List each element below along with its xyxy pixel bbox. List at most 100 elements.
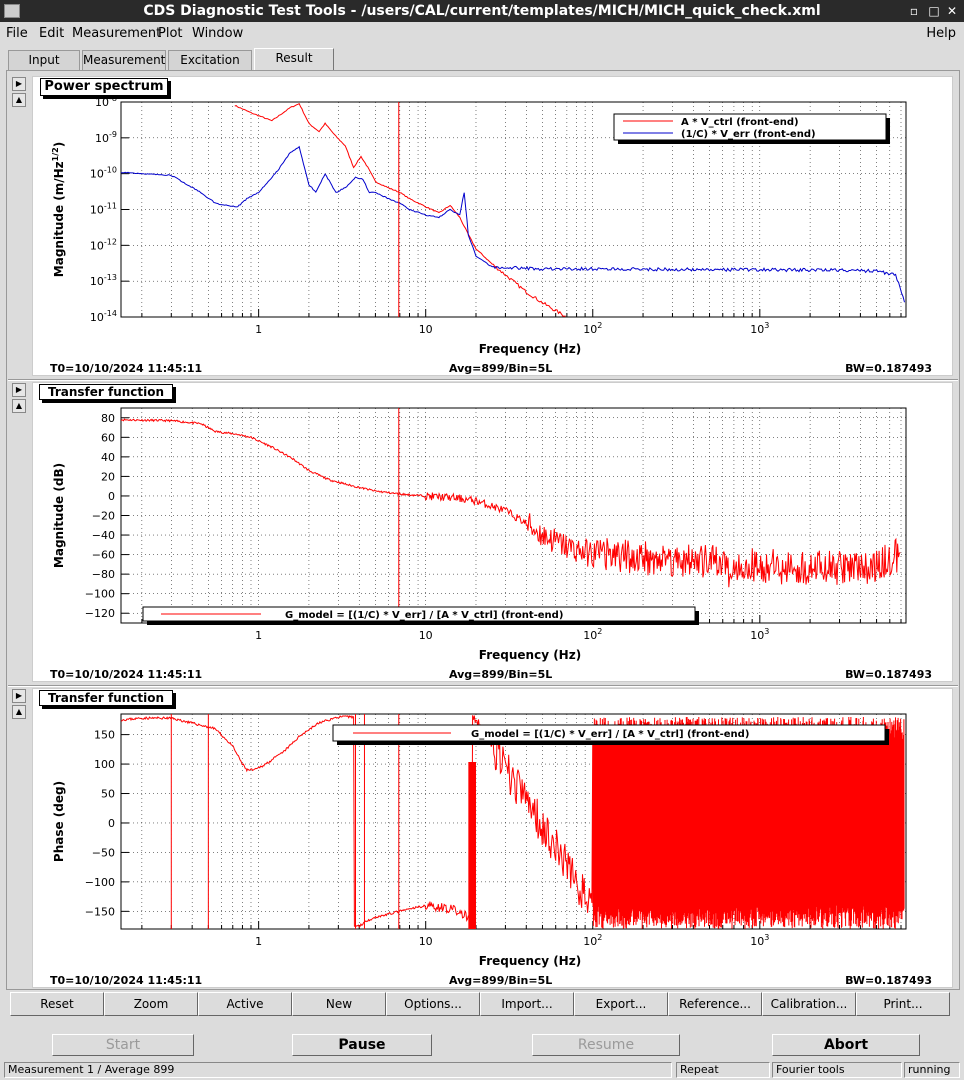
panel-separator [8, 379, 958, 381]
footer-t0: T0=10/10/2024 11:45:11 [50, 668, 203, 681]
series-line-gmodel-phase [121, 715, 905, 929]
menu-help[interactable]: Help [926, 26, 956, 41]
tab-measurement[interactable]: Measurement [82, 50, 166, 70]
panel1-up-icon[interactable]: ▲ [12, 93, 26, 107]
series-line-c-verr [121, 145, 905, 303]
print-button[interactable]: Print... [856, 992, 950, 1016]
panel2-up-icon[interactable]: ▲ [12, 399, 26, 413]
x-tick-label: 10 [419, 935, 433, 948]
panel-title: Power spectrum [40, 78, 168, 96]
x-tick-label: 1 [255, 935, 262, 948]
x-tick-label: 103 [750, 933, 769, 948]
power-spectrum-plot[interactable]: 1 10 102 103 Frequency (Hz) 10-8 10-9 10-10 10-1… [33, 77, 954, 377]
tab-excitation[interactable]: Excitation [168, 50, 252, 70]
y-tick-label: 0 [108, 817, 115, 830]
x-tick-label: 103 [750, 321, 769, 336]
start-button[interactable]: Start [52, 1034, 194, 1056]
window-menu-icon[interactable] [4, 4, 20, 18]
panel-title: Transfer function [39, 690, 173, 706]
transfer-magnitude-plot[interactable]: 1 10 102 103 Frequency (Hz) 80 60 40 20 0 −20 −40 −6… [33, 383, 954, 683]
tab-bar: Input Measurement Excitation Result [0, 48, 964, 70]
x-tick-exponent: 2 [597, 627, 602, 636]
panel2-expand-icon[interactable]: ▶ [12, 383, 26, 397]
y-tick-label: −80 [92, 568, 115, 581]
minimize-icon[interactable]: ▫ [909, 4, 919, 18]
y-tick-label: −20 [92, 510, 115, 523]
y-tick-label: −120 [85, 607, 115, 620]
legend: G_model = [(1/C) * V_err] / [A * V_ctrl]… [142, 606, 699, 625]
zoom-button[interactable]: Zoom [104, 992, 198, 1016]
footer-bw: BW=0.187493 [845, 362, 932, 375]
panel3-expand-icon[interactable]: ▶ [12, 689, 26, 703]
menu-measurement[interactable]: Measurement [72, 26, 162, 41]
panel-title: Transfer function [39, 384, 173, 400]
y-tick-exponent: -10 [104, 166, 117, 175]
x-tick-label: 102 [583, 933, 602, 948]
phase-wrap-band [468, 762, 476, 929]
x-tick-exponent: 3 [764, 627, 769, 636]
resume-button[interactable]: Resume [532, 1034, 680, 1056]
legend-box [613, 113, 887, 141]
y-axis-label: Magnitude (dB) [52, 463, 66, 568]
legend-label: (1/C) * V_err (front-end) [681, 129, 816, 140]
menu-file[interactable]: File [6, 26, 28, 41]
y-tick-exponent: -14 [104, 309, 117, 318]
tab-input[interactable]: Input [8, 50, 80, 70]
y-tick-label: 60 [101, 431, 115, 444]
new-button[interactable]: New [292, 992, 386, 1016]
legend-box [142, 606, 696, 622]
import-button[interactable]: Import... [480, 992, 574, 1016]
y-tick-label: 40 [101, 451, 115, 464]
panel-transfer-phase[interactable]: 1 10 102 103 Frequency (Hz) 150 100 50 0 −50 −100 −… [32, 688, 953, 988]
y-tick-exponent: -12 [104, 237, 117, 246]
x-axis-label: Frequency (Hz) [479, 648, 581, 662]
menu-plot[interactable]: Plot [158, 26, 183, 41]
window-title: CDS Diagnostic Test Tools - /users/CAL/c… [143, 3, 821, 19]
x-tick-exponent: 3 [764, 321, 769, 330]
y-tick-label: −150 [85, 905, 115, 918]
y-tick-label: 80 [101, 412, 115, 425]
y-tick-exponent: -9 [109, 130, 117, 139]
x-tick-exponent: 3 [764, 933, 769, 942]
x-tick-label: 102 [583, 627, 602, 642]
x-tick-exponent: 2 [597, 321, 602, 330]
menu-bar: File Edit Measurement Plot Window Help [0, 22, 964, 44]
reference-button[interactable]: Reference... [668, 992, 762, 1016]
active-button[interactable]: Active [198, 992, 292, 1016]
options-button[interactable]: Options... [386, 992, 480, 1016]
panel-transfer-magnitude[interactable]: 1 10 102 103 Frequency (Hz) 80 60 40 20 0 −20 −40 −6… [32, 382, 953, 682]
y-tick-label: 20 [101, 470, 115, 483]
tab-result[interactable]: Result [254, 48, 334, 70]
close-icon[interactable]: ✕ [946, 4, 958, 18]
y-tick-label: −60 [92, 549, 115, 562]
x-tick-label: 10 [419, 629, 433, 642]
footer-bw: BW=0.187493 [845, 974, 932, 987]
maximize-icon[interactable]: □ [928, 4, 940, 18]
series-line-a-vctrl [234, 103, 566, 317]
y-axis-label: Phase (deg) [52, 781, 66, 862]
legend: G_model = [(1/C) * V_err] / [A * V_ctrl]… [332, 724, 889, 745]
abort-button[interactable]: Abort [772, 1034, 920, 1056]
series-line-gmodel [121, 418, 901, 588]
x-axis-label: Frequency (Hz) [479, 954, 581, 968]
legend-label: A * V_ctrl (front-end) [681, 117, 799, 128]
panel3-up-icon[interactable]: ▲ [12, 705, 26, 719]
panel-power-spectrum[interactable]: 1 10 102 103 Frequency (Hz) 10-8 10-9 10-10 10-1… [32, 76, 953, 376]
calibration-button[interactable]: Calibration... [762, 992, 856, 1016]
grid [121, 101, 906, 318]
transfer-phase-plot[interactable]: 1 10 102 103 Frequency (Hz) 150 100 50 0 −50 −100 −… [33, 689, 954, 989]
legend-label: G_model = [(1/C) * V_err] / [A * V_ctrl]… [471, 729, 749, 740]
pause-button[interactable]: Pause [292, 1034, 432, 1056]
menu-edit[interactable]: Edit [39, 26, 65, 41]
y-tick-label: 10-8 [95, 94, 117, 109]
x-tick-label: 10 [419, 323, 433, 336]
reset-button[interactable]: Reset [10, 992, 104, 1016]
y-tick-label: −100 [85, 588, 115, 601]
y-axis-label-close: ) [52, 142, 66, 147]
export-button[interactable]: Export... [574, 992, 668, 1016]
menu-window[interactable]: Window [192, 26, 244, 41]
x-tick-label: 1 [255, 629, 262, 642]
y-tick-label: 0 [108, 490, 115, 503]
y-tick-label: −40 [92, 529, 115, 542]
panel1-expand-icon[interactable]: ▶ [12, 77, 26, 91]
